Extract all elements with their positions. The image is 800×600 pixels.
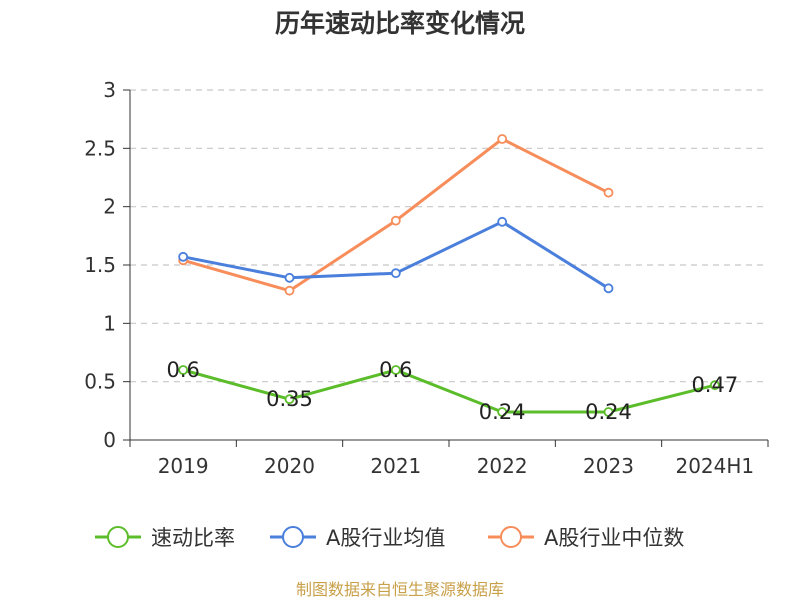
x-tick-label: 2024H1: [675, 454, 754, 478]
x-tick-label: 2020: [264, 454, 315, 478]
data-point: [390, 268, 401, 279]
grid-lines: [130, 89, 768, 383]
series-0: [178, 365, 720, 417]
series: [178, 134, 720, 417]
legend-item[interactable]: A股行业均值: [270, 526, 445, 550]
data-label: 0.47: [691, 373, 738, 397]
y-tick-label: 1.5: [84, 253, 116, 277]
legend-label: 速动比率: [151, 526, 235, 550]
data-point: [284, 272, 295, 283]
data-point: [603, 187, 614, 198]
y-tick-label: 0.5: [84, 370, 116, 394]
legend[interactable]: 速动比率 A股行业均值 A股行业中位数: [95, 526, 684, 550]
source-note: 制图数据来自恒生聚源数据库: [296, 580, 504, 599]
data-point: [178, 251, 189, 262]
axes: 0 0.5 1 1.5 2 2.5 3 2019 2020 2021 2022 2023 2024H1: [84, 78, 769, 478]
y-tick-label: 0: [103, 428, 116, 452]
y-tick-label: 1: [103, 311, 116, 335]
data-point: [497, 216, 508, 227]
legend-item[interactable]: A股行业中位数: [488, 526, 684, 550]
data-point: [603, 283, 614, 294]
series-1: [178, 216, 614, 294]
data-point: [709, 380, 720, 391]
data-label: 0.24: [585, 400, 632, 424]
data-label: 0.6: [379, 358, 412, 382]
data-point: [603, 407, 614, 417]
x-tick-label: 2022: [477, 454, 528, 478]
x-tick-label: 2021: [370, 454, 421, 478]
legend-item[interactable]: 速动比率: [95, 526, 235, 550]
legend-label: A股行业中位数: [544, 526, 684, 550]
legend-marker: [282, 526, 304, 548]
chart-title: 历年速动比率变化情况: [275, 9, 525, 38]
x-tick-label: 2019: [158, 454, 209, 478]
y-tick-label: 2.5: [84, 136, 116, 160]
data-point: [284, 285, 295, 296]
y-tick-label: 2: [103, 195, 116, 219]
x-tick-label: 2023: [583, 454, 634, 478]
data-labels: 0.6 0.35 0.6 0.24 0.24 0.47: [166, 358, 738, 424]
data-label: 0.24: [479, 400, 526, 424]
data-point: [390, 365, 401, 375]
legend-label: A股行业均值: [326, 526, 445, 550]
legend-marker: [107, 526, 129, 548]
data-label: 0.35: [266, 387, 313, 411]
series-line: [182, 368, 716, 414]
data-point: [497, 407, 508, 417]
data-point: [390, 215, 401, 226]
data-point: [178, 365, 189, 375]
legend-marker: [500, 526, 522, 548]
data-point: [497, 134, 508, 144]
data-label: 0.6: [166, 358, 199, 382]
data-point: [284, 394, 295, 405]
y-tick-label: 3: [103, 78, 116, 102]
